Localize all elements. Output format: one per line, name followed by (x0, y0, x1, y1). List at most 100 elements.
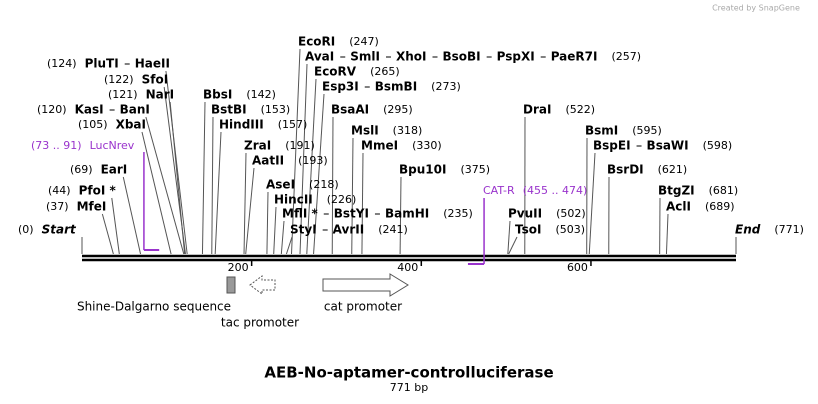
site-position: (265) (370, 65, 400, 78)
enzyme-name: Bpu10I (399, 163, 446, 177)
enzyme-name: EcoRV (314, 65, 357, 79)
enzyme-name: BstYI (334, 207, 369, 221)
enzyme-name: HindIII (219, 118, 264, 132)
tick-label: 200 (228, 261, 249, 274)
enzyme-name: ZraI (244, 139, 271, 153)
site-position: (218) (309, 178, 339, 191)
site-line (285, 236, 293, 255)
site-line (122, 176, 142, 255)
site-position: (235) (443, 207, 473, 220)
site-position: (502) (556, 207, 586, 220)
enzyme-name: AvaI (305, 50, 334, 64)
enzyme-name: HincII (274, 193, 313, 207)
feature-label: tac promoter (221, 316, 299, 330)
site-position: (621) (658, 163, 688, 176)
site-position: (120) (37, 103, 67, 116)
enzyme-name: MflI * (282, 207, 318, 221)
site-position: (124) (47, 57, 77, 70)
enzyme-name: BsrDI (607, 163, 644, 177)
enzyme-name: BtgZI (658, 184, 695, 198)
enzyme-name: MslI (351, 124, 379, 138)
tick-label: 600 (567, 261, 588, 274)
primer-label: (455 .. 474) (523, 184, 588, 197)
site-line (214, 131, 222, 255)
enzyme-name: AseI (266, 178, 295, 192)
enzyme-name: PspXI (497, 50, 535, 64)
enzyme-name: PvuII (508, 207, 542, 221)
enzyme-name: BsmI (585, 124, 618, 138)
site-line (273, 206, 277, 255)
primer-label: (73 .. 91) (31, 139, 82, 152)
enzyme-name: XbaI (116, 118, 146, 132)
watermark: Created by SnapGene (712, 4, 800, 13)
site-position: (153) (261, 103, 291, 116)
site-position: (681) (709, 184, 739, 197)
site-position: (522) (565, 103, 595, 116)
site-position: (330) (412, 139, 442, 152)
feature-label: Shine-Dalgarno sequence (77, 300, 231, 314)
site-line (201, 101, 206, 255)
enzyme-name: HaeII (135, 57, 170, 71)
site-line (141, 131, 172, 255)
subtitle: 771 bp (390, 381, 428, 394)
site-position: (689) (705, 200, 735, 213)
enzyme-name: BbsI (203, 88, 232, 102)
enzyme-name: Start (42, 223, 77, 237)
enzyme-name: Esp3I (322, 80, 359, 94)
enzyme-name: BsaWI (647, 139, 689, 153)
primer-name: LucNrev (90, 139, 135, 152)
site-line (165, 70, 188, 255)
site-line (291, 48, 301, 255)
site-position: (122) (104, 73, 134, 86)
site-line (299, 63, 308, 255)
site-position: (37) (46, 200, 69, 213)
site-line (266, 191, 269, 255)
site-position: (273) (431, 80, 461, 93)
enzyme-name: BspEI (593, 139, 631, 153)
site-position: (503) (555, 223, 585, 236)
enzyme-name: AclI (666, 200, 691, 214)
enzyme-name: PluTI (85, 57, 119, 71)
site-line (331, 116, 334, 255)
enzyme-name: End (735, 223, 761, 237)
site-line (211, 116, 214, 255)
enzyme-name: XhoI (396, 50, 427, 64)
site-line (280, 220, 285, 255)
site-position: (598) (703, 139, 733, 152)
site-line (508, 236, 518, 255)
site-position: (142) (246, 88, 276, 101)
enzyme-name: BamHI (385, 207, 429, 221)
enzyme-name: BsaAI (331, 103, 369, 117)
enzyme-name: AatII (252, 154, 284, 168)
enzyme-name: KasI (75, 103, 104, 117)
title: AEB-No-aptamer-controlluciferase (264, 364, 553, 382)
site-position: (157) (278, 118, 308, 131)
site-line (101, 213, 114, 255)
shine-dalgarno-feature (226, 276, 236, 294)
enzyme-name: DraI (523, 103, 551, 117)
site-position: (69) (70, 163, 93, 176)
site-position: (771) (774, 223, 804, 236)
tac-promoter-arrow (249, 275, 276, 295)
site-line (306, 78, 317, 255)
enzyme-name: TsoI (515, 223, 541, 237)
tick-label: 400 (397, 261, 418, 274)
enzyme-name: PaeR7I (551, 50, 598, 64)
site-line (665, 213, 669, 255)
enzyme-name: BsoBI (443, 50, 481, 64)
site-line (351, 137, 354, 255)
site-line (169, 101, 186, 255)
site-position: (318) (393, 124, 423, 137)
enzyme-name: AvrII (333, 223, 365, 237)
enzyme-name: BstBI (211, 103, 247, 117)
enzyme-name: MfeI (77, 200, 107, 214)
enzyme-name: PfoI * (79, 184, 117, 198)
enzyme-name: NarI (146, 88, 175, 102)
enzyme-name: SmlI (350, 50, 380, 64)
feature-label: cat promoter (324, 300, 402, 314)
site-position: (595) (632, 124, 662, 137)
site-position: (0) (18, 223, 34, 236)
site-position: (105) (78, 118, 108, 131)
enzyme-name: SfoI (142, 73, 169, 87)
